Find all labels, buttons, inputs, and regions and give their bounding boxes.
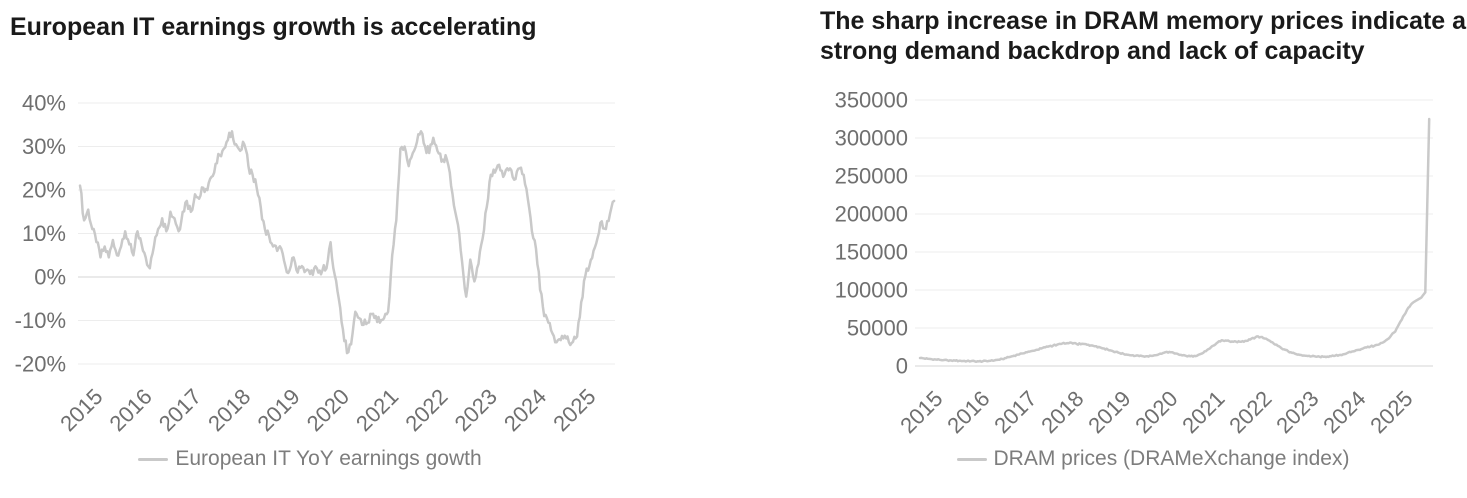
chart-title-line-1: The sharp increase in DRAM memory prices… [820,7,1467,35]
x-tick-label: 2023 [1271,386,1323,438]
x-tick-label: 2020 [302,384,354,436]
x-tick-label: 2022 [1224,386,1276,438]
x-tick-label: 2024 [499,384,551,436]
series-line-dram-prices [918,117,1431,364]
gridlines [78,102,615,365]
chart-european-it-earnings: European IT earnings growth is accelerat… [0,0,733,498]
x-tick-label: 2023 [450,384,502,436]
y-tick-label: 10% [22,221,66,246]
y-tick-label: 150000 [835,240,908,265]
x-tick-label: 2021 [1177,386,1229,438]
legend: European IT YoY earnings gowth [30,446,590,472]
chart-title: European IT earnings growth is accelerat… [10,13,537,41]
legend-line-marker [138,457,169,461]
y-tick-label: 0 [896,354,908,379]
x-tick-label: 2020 [1130,386,1182,438]
y-tick-label: 100000 [835,278,908,303]
chart-title: The sharp increase in DRAM memory prices… [820,6,1467,66]
x-tick-label: 2024 [1318,386,1370,438]
x-tick-label: 2016 [942,386,994,438]
x-tick-label: 2018 [203,384,255,436]
x-tick-label: 2022 [400,384,452,436]
x-tick-label: 2021 [351,384,403,436]
y-tick-label: 350000 [835,88,908,113]
x-tick-label: 2019 [252,384,304,436]
y-tick-label: 0% [34,265,66,290]
y-tick-label: 250000 [835,164,908,189]
x-tick-label: 2025 [548,384,600,436]
x-tick-label: 2017 [989,386,1041,438]
line-chart-dram-prices: 350000 300000 250000 200000 150000 100000 5000… [835,88,1433,438]
x-tick-label: 2015 [55,384,107,436]
series-line-european-it-earnings [78,130,616,355]
y-tick-label: 200000 [835,202,908,227]
legend: DRAM prices (DRAMeXchange index) [873,446,1433,472]
y-axis-tick-labels: 40% 30% 20% 10% 0% -10% -20% [15,91,66,377]
y-tick-label: 300000 [835,126,908,151]
x-axis-tick-labels: 2015201620172018201920202021202220232024… [895,386,1417,438]
x-tick-label: 2025 [1365,386,1417,438]
legend-label: DRAM prices (DRAMeXchange index) [993,447,1350,470]
chart-title-line-2: strong demand backdrop and lack of capac… [820,37,1365,65]
y-tick-label: -20% [15,352,66,377]
legend-label: European IT YoY earnings gowth [175,447,482,470]
x-tick-label: 2019 [1083,386,1135,438]
y-tick-label: 50000 [847,316,908,341]
y-axis-tick-labels: 350000 300000 250000 200000 150000 100000 5000… [835,88,908,379]
x-tick-label: 2018 [1036,386,1088,438]
x-tick-label: 2017 [154,384,206,436]
y-tick-label: 20% [22,178,66,203]
y-tick-label: 40% [22,91,66,116]
x-tick-label: 2016 [105,384,157,436]
line-chart-european-it: 40%30%20%10%0%-10%-20%201520162017201820… [15,91,616,436]
chart-dram-prices: The sharp increase in DRAM memory prices… [733,0,1467,498]
y-tick-label: 30% [22,134,66,159]
gridlines [915,99,1433,367]
y-tick-label: -10% [15,308,66,333]
legend-line-marker [956,457,987,461]
x-tick-label: 2015 [895,386,947,438]
x-axis-tick-labels: 2015201620172018201920202021202220232024… [55,384,600,436]
